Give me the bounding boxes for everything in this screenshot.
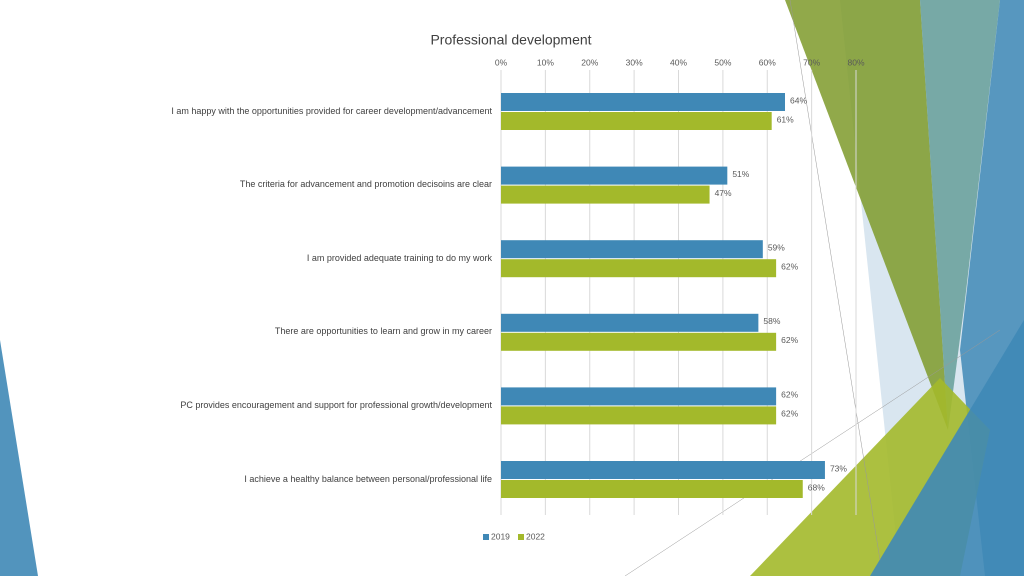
bar bbox=[501, 480, 803, 498]
value-label: 62% bbox=[781, 409, 798, 419]
value-label: 64% bbox=[790, 95, 807, 105]
category-label: I achieve a healthy balance between pers… bbox=[244, 473, 492, 484]
x-tick-label: 20% bbox=[581, 57, 598, 67]
bar bbox=[501, 166, 728, 185]
bar bbox=[501, 240, 763, 259]
category-label: The criteria for advancement and promoti… bbox=[239, 179, 492, 190]
bar bbox=[501, 313, 759, 332]
legend-label: 2019 bbox=[491, 531, 510, 541]
chart-title: Professional development bbox=[430, 32, 591, 48]
bar bbox=[501, 185, 710, 204]
value-label: 58% bbox=[763, 316, 780, 326]
value-label: 59% bbox=[768, 242, 785, 252]
x-tick-label: 60% bbox=[759, 57, 776, 67]
x-tick-label: 30% bbox=[626, 57, 643, 67]
value-label: 51% bbox=[732, 169, 749, 179]
value-label: 47% bbox=[715, 188, 732, 198]
bar bbox=[501, 259, 777, 278]
legend-swatch bbox=[518, 534, 524, 540]
x-tick-label: 70% bbox=[803, 57, 820, 67]
bar bbox=[501, 387, 777, 406]
bar bbox=[501, 93, 785, 111]
value-label: 73% bbox=[830, 463, 847, 473]
legend-label: 2022 bbox=[526, 531, 545, 541]
bar bbox=[501, 461, 825, 479]
value-label: 61% bbox=[777, 114, 794, 124]
category-label: I am happy with the opportunities provid… bbox=[171, 105, 492, 116]
x-tick-label: 40% bbox=[670, 57, 687, 67]
value-label: 62% bbox=[781, 261, 798, 271]
value-label: 62% bbox=[781, 390, 798, 400]
bar bbox=[501, 406, 777, 425]
x-tick-label: 50% bbox=[714, 57, 731, 67]
x-tick-label: 10% bbox=[537, 57, 554, 67]
value-label: 68% bbox=[808, 482, 825, 492]
legend-swatch bbox=[483, 534, 489, 540]
x-tick-label: 80% bbox=[847, 57, 864, 67]
category-label: PC provides encouragement and support fo… bbox=[180, 399, 492, 410]
category-label: I am provided adequate training to do my… bbox=[306, 252, 492, 263]
bar bbox=[501, 332, 777, 351]
value-label: 62% bbox=[781, 335, 798, 345]
category-label: There are opportunities to learn and gro… bbox=[274, 326, 492, 337]
x-tick-label: 0% bbox=[495, 57, 508, 67]
bar bbox=[501, 112, 772, 130]
